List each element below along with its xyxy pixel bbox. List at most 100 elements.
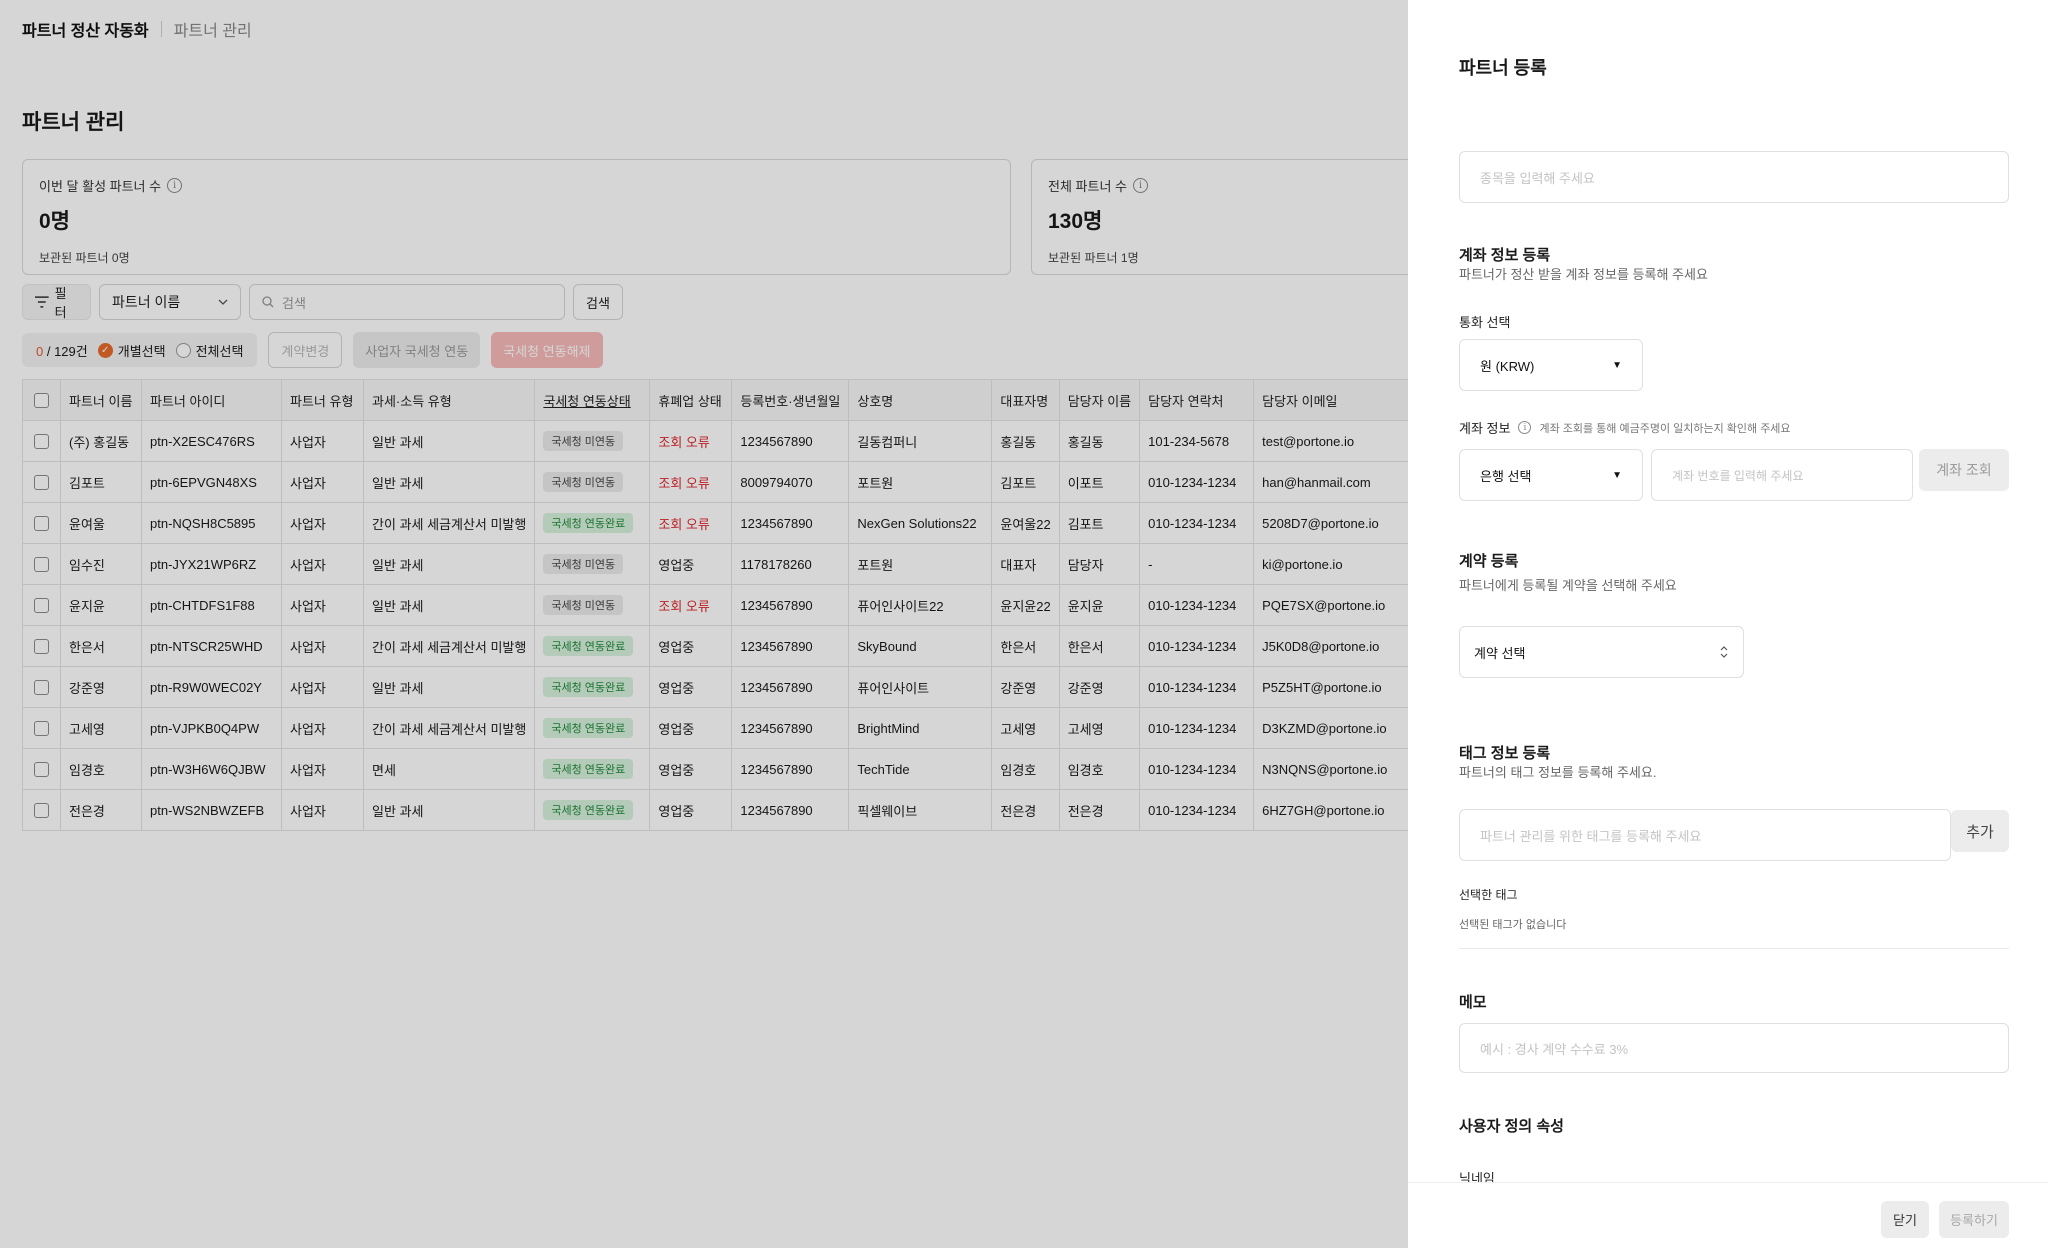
status-badge: 국세청 미연동 — [543, 472, 624, 492]
memo-input[interactable]: 예시 : 경사 계약 수수료 3% — [1459, 1023, 2009, 1073]
drawer-title: 파트너 등록 — [1459, 58, 1547, 78]
filter-button[interactable]: 필터 — [22, 284, 91, 320]
table-row[interactable]: 전은경 ptn-WS2NBWZEFB 사업자 일반 과세 국세청 연동완료 영업중 1234… — [22, 789, 1439, 831]
cell-manager-name: 홍길동 — [1058, 420, 1141, 462]
cell-ceo-name: 윤여울22 — [991, 502, 1060, 544]
checkbox-icon[interactable] — [34, 475, 49, 491]
select-all-radio[interactable]: 전체선택 — [175, 341, 243, 360]
cell-tax-type: 일반 과세 — [362, 666, 536, 708]
search-field-select[interactable]: 파트너 이름 — [99, 284, 241, 320]
business-status-text: 조회 오류 — [658, 434, 710, 450]
info-icon[interactable]: i — [1132, 178, 1148, 193]
tag-input[interactable]: 파트너 관리를 위한 태그를 등록해 주세요 — [1459, 809, 1951, 861]
col-reg-number[interactable]: 등록번호·생년월일 — [731, 379, 850, 421]
col-tax-type[interactable]: 과세·소득 유형 — [362, 379, 536, 421]
business-status-text: 조회 오류 — [658, 475, 710, 491]
submit-button[interactable]: 등록하기 — [1939, 1201, 2009, 1238]
checkbox-icon[interactable] — [34, 721, 49, 737]
cell-tax-link-status: 국세청 연동완료 — [534, 748, 651, 790]
contract-section-sub: 파트너에게 등록될 계약을 선택해 주세요 — [1459, 578, 1677, 593]
account-number-input[interactable]: 계좌 번호를 입력해 주세요 — [1651, 449, 1913, 501]
breadcrumb[interactable]: 파트너 관리 — [173, 23, 252, 40]
currency-select[interactable]: 원 (KRW) ▼ — [1459, 339, 1643, 391]
row-checkbox-cell[interactable] — [22, 420, 61, 462]
table-row[interactable]: 임수진 ptn-JYX21WP6RZ 사업자 일반 과세 국세청 미연동 영업중 11781… — [22, 543, 1439, 585]
selected-count: 0 — [36, 343, 44, 359]
row-checkbox-cell[interactable] — [22, 461, 61, 503]
col-manager-name[interactable]: 담당자 이름 — [1058, 379, 1141, 421]
col-company-name[interactable]: 상호명 — [848, 379, 993, 421]
contract-select[interactable]: 계약 선택 — [1459, 626, 1744, 678]
col-manager-email[interactable]: 담당자 이메일 — [1253, 379, 1439, 421]
row-checkbox-cell[interactable] — [22, 584, 61, 626]
col-manager-phone[interactable]: 담당자 연락처 — [1139, 379, 1255, 421]
account-lookup-button[interactable]: 계좌 조회 — [1919, 449, 2009, 491]
row-checkbox-cell[interactable] — [22, 625, 61, 667]
table-row[interactable]: 윤지윤 ptn-CHTDFS1F88 사업자 일반 과세 국세청 미연동 조회 오류 123… — [22, 584, 1439, 626]
table-row[interactable]: 윤여울 ptn-NQSH8C5895 사업자 간이 과세 세금계산서 미발행 국세청 연… — [22, 502, 1439, 544]
table-row[interactable]: 한은서 ptn-NTSCR25WHD 사업자 간이 과세 세금계산서 미발행 국세청 연… — [22, 625, 1439, 667]
bulk-action-bar: 0 / 129건 ✓ 개별선택 전체선택 계약변경 사업자 국세청 연동 국세청… — [22, 332, 603, 368]
cell-tax-type: 면세 — [362, 748, 536, 790]
contract-change-button[interactable]: 계약변경 — [268, 332, 343, 368]
business-status-text: 영업중 — [658, 680, 695, 696]
checkbox-icon[interactable] — [34, 516, 49, 532]
checkbox-icon[interactable] — [34, 762, 49, 778]
modal-overlay[interactable] — [0, 0, 1408, 1248]
cell-ceo-name: 한은서 — [991, 625, 1060, 667]
table-row[interactable]: 김포트 ptn-6EPVGN48XS 사업자 일반 과세 국세청 미연동 조회 오류 800… — [22, 461, 1439, 503]
cell-tax-type: 일반 과세 — [362, 420, 536, 462]
checkbox-icon[interactable] — [34, 803, 49, 819]
col-partner-id[interactable]: 파트너 아이디 — [141, 379, 282, 421]
caret-down-icon: ▼ — [1612, 469, 1622, 481]
footer-divider — [1408, 1182, 2048, 1183]
table-row[interactable]: (주) 홍길동 ptn-X2ESC476RS 사업자 일반 과세 국세청 미연동 조회 오… — [22, 420, 1439, 462]
row-checkbox-cell[interactable] — [22, 543, 61, 585]
table-row[interactable]: 고세영 ptn-VJPKB0Q4PW 사업자 간이 과세 세금계산서 미발행 국세청 연… — [22, 707, 1439, 749]
individual-select-radio[interactable]: ✓ 개별선택 — [97, 341, 166, 360]
business-status-text: 영업중 — [658, 557, 695, 573]
checkbox-icon[interactable] — [34, 598, 49, 614]
account-info-hint: 계좌 조회를 통해 예금주명이 일치하는지 확인해 주세요 — [1539, 422, 1791, 435]
app-brand[interactable]: 파트너 정산 자동화 — [22, 23, 149, 40]
table-row[interactable]: 강준영 ptn-R9W0WEC02Y 사업자 일반 과세 국세청 연동완료 영업중 1234… — [22, 666, 1439, 708]
bank-select[interactable]: 은행 선택 ▼ — [1459, 449, 1643, 501]
checkbox-icon[interactable] — [34, 680, 49, 696]
tag-add-button[interactable]: 추가 — [1951, 810, 2009, 852]
unlink-tax-button[interactable]: 국세청 연동해제 — [491, 332, 603, 368]
business-status-text: 영업중 — [658, 803, 695, 819]
col-business-status[interactable]: 휴폐업 상태 — [649, 379, 733, 421]
cell-company-name: 퓨어인사이트 — [848, 666, 993, 708]
link-tax-button[interactable]: 사업자 국세청 연동 — [353, 332, 481, 368]
col-ceo-name[interactable]: 대표자명 — [991, 379, 1060, 421]
cell-tax-link-status: 국세청 미연동 — [534, 461, 651, 503]
checkbox-icon[interactable] — [34, 557, 49, 573]
cell-manager-name: 강준영 — [1058, 666, 1141, 708]
cell-partner-type: 사업자 — [281, 543, 364, 585]
status-badge: 국세청 연동완료 — [543, 800, 634, 820]
item-input[interactable]: 종목을 입력해 주세요 — [1459, 151, 2009, 203]
table-row[interactable]: 임경호 ptn-W3H6W6QJBW 사업자 면세 국세청 연동완료 영업중 1234567… — [22, 748, 1439, 790]
select-all-checkbox-cell[interactable] — [22, 379, 61, 421]
search-button[interactable]: 검색 — [573, 284, 623, 320]
col-partner-type[interactable]: 파트너 유형 — [281, 379, 364, 421]
search-input[interactable]: 검색 — [249, 284, 565, 320]
page-title: 파트너 관리 — [22, 111, 125, 134]
cell-manager-email: PQE7SX@portone.io — [1253, 584, 1439, 626]
cell-partner-id: ptn-CHTDFS1F88 — [141, 584, 282, 626]
cell-partner-type: 사업자 — [281, 461, 364, 503]
cell-tax-type: 일반 과세 — [362, 461, 536, 503]
row-checkbox-cell[interactable] — [22, 707, 61, 749]
info-icon[interactable]: i — [167, 178, 183, 193]
status-badge: 국세청 연동완료 — [543, 513, 634, 533]
cell-manager-email: P5Z5HT@portone.io — [1253, 666, 1439, 708]
info-icon[interactable]: i — [1518, 421, 1532, 434]
checkbox-icon[interactable] — [34, 434, 49, 450]
close-button[interactable]: 닫기 — [1881, 1201, 1929, 1238]
col-partner-name[interactable]: 파트너 이름 — [60, 379, 142, 421]
status-badge: 국세청 연동완료 — [543, 718, 634, 738]
checkbox-icon[interactable] — [34, 393, 49, 409]
cell-tax-link-status: 국세청 연동완료 — [534, 789, 651, 831]
cell-manager-phone: 010-1234-1234 — [1139, 502, 1255, 544]
checkbox-icon[interactable] — [34, 639, 49, 655]
